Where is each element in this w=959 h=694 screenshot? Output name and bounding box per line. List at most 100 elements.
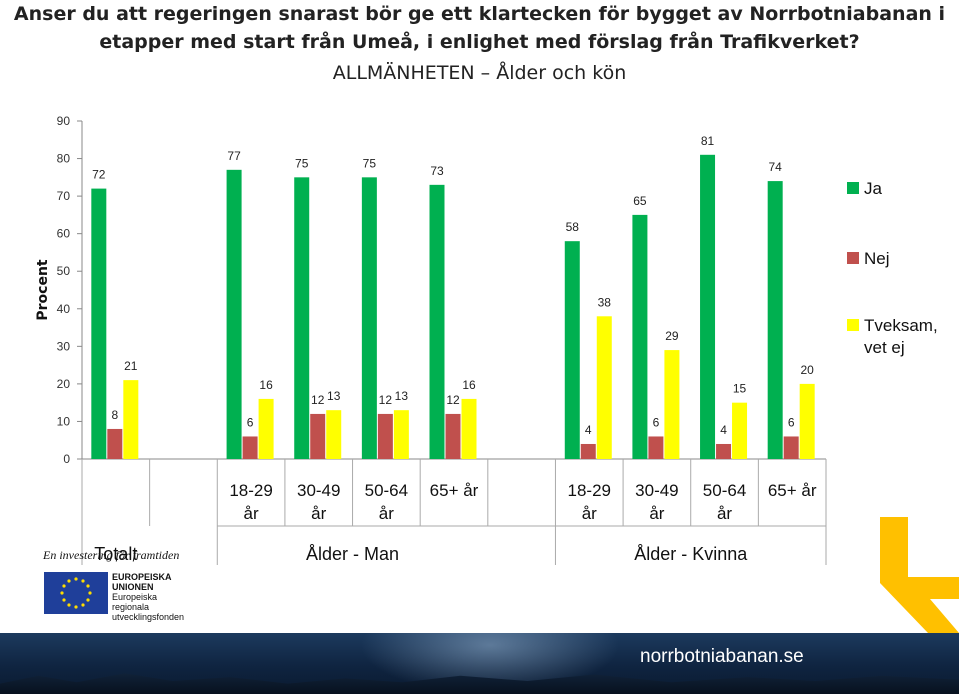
bar [648, 436, 664, 459]
y-tick-label: 0 [63, 452, 70, 466]
data-label: 77 [227, 149, 241, 163]
eu-line: EUROPEISKA [112, 572, 172, 582]
y-tick-label: 40 [57, 302, 71, 316]
data-label: 16 [259, 378, 273, 392]
y-tick-label: 10 [57, 414, 71, 428]
bar [664, 350, 680, 459]
y-tick-label: 50 [57, 264, 71, 278]
legend-label: Nej [864, 249, 890, 268]
bar [258, 398, 274, 459]
x-tick-label: 50-64 [703, 481, 746, 500]
legend-label: Tveksam, [864, 316, 938, 335]
y-tick-label: 80 [57, 152, 71, 166]
bar [767, 181, 783, 460]
x-tick-label: år [244, 504, 259, 523]
legend-swatch [847, 182, 859, 194]
eu-tagline: En investering för framtiden [43, 548, 180, 562]
bar [716, 443, 732, 459]
y-axis-label: Procent [35, 259, 51, 321]
bar [632, 214, 648, 459]
bar [700, 154, 716, 460]
data-label: 12 [311, 393, 325, 407]
bar [123, 380, 139, 459]
data-label: 65 [633, 194, 647, 208]
chart-subtitle: ALLMÄNHETEN – Ålder och kön [332, 62, 627, 84]
eu-line: utvecklingsfonden [112, 612, 185, 622]
bar [393, 410, 409, 459]
data-label: 29 [665, 329, 679, 343]
bar [242, 436, 258, 459]
bar [361, 177, 377, 460]
data-label: 6 [653, 415, 660, 429]
data-label: 12 [446, 393, 460, 407]
legend-label: Ja [864, 179, 883, 198]
eu-line: UNIONEN [112, 582, 154, 592]
x-tick-label: 50-64 [365, 481, 408, 500]
eu-line: regionala [112, 602, 150, 612]
legend-label: vet ej [864, 338, 905, 357]
data-label: 6 [788, 415, 795, 429]
y-tick-label: 20 [57, 377, 71, 391]
chart-title-line1: Anser du att regeringen snarast bör ge e… [13, 3, 946, 25]
footer-photo [0, 633, 959, 694]
bar [799, 383, 815, 459]
data-label: 20 [801, 363, 815, 377]
bar [564, 241, 580, 459]
eu-fund-text: EUROPEISKA UNIONEN Europeiska regionala … [112, 572, 184, 622]
bar [377, 413, 393, 459]
bar [429, 184, 445, 459]
data-label: 58 [566, 220, 580, 234]
legend-swatch [847, 319, 859, 331]
bar [783, 436, 799, 459]
bar [226, 169, 242, 460]
x-tick-label: år [649, 504, 664, 523]
website-link[interactable]: norrbotniabanan.se [640, 646, 804, 667]
data-label: 13 [327, 389, 341, 403]
x-tick-label: 65+ år [430, 481, 479, 500]
chart-title-block: Anser du att regeringen snarast bör ge e… [0, 0, 959, 90]
data-label: 38 [598, 295, 612, 309]
data-label: 13 [395, 389, 409, 403]
legend-swatch [847, 252, 859, 264]
chart-title-line2: etapper med start från Umeå, i enlighet … [99, 31, 860, 53]
data-label: 21 [124, 359, 138, 373]
x-tick-label: 30-49 [635, 481, 678, 500]
arrow-logo-icon [880, 517, 959, 633]
data-label: 4 [720, 423, 727, 437]
bar [445, 413, 461, 459]
data-label: 8 [111, 408, 118, 422]
group-label: Ålder - Kvinna [634, 544, 748, 564]
bar [461, 398, 477, 459]
data-label: 72 [92, 168, 106, 182]
bar [732, 402, 748, 459]
data-label: 4 [585, 423, 592, 437]
eu-line: Europeiska [112, 592, 158, 602]
bar [580, 443, 596, 459]
x-tick-label: år [717, 504, 732, 523]
bar [91, 188, 107, 459]
bar [107, 428, 123, 459]
x-tick-label: år [582, 504, 597, 523]
data-label: 6 [247, 415, 254, 429]
data-label: 73 [430, 164, 444, 178]
group-label: Totalt [94, 544, 137, 564]
x-tick-label: år [379, 504, 394, 523]
data-label: 75 [295, 156, 309, 170]
y-tick-label: 90 [57, 114, 71, 128]
y-tick-label: 70 [57, 189, 71, 203]
bar [294, 177, 310, 460]
data-label: 81 [701, 134, 715, 148]
data-label: 74 [769, 160, 783, 174]
x-tick-label: 18-29 [568, 481, 611, 500]
data-label: 75 [363, 156, 377, 170]
data-label: 16 [462, 378, 476, 392]
x-tick-label: 30-49 [297, 481, 340, 500]
bar [310, 413, 326, 459]
data-label: 12 [379, 393, 393, 407]
bar [326, 410, 342, 459]
group-label: Ålder - Man [306, 544, 399, 564]
x-tick-label: 65+ år [768, 481, 817, 500]
y-tick-label: 60 [57, 227, 71, 241]
y-tick-label: 30 [57, 339, 71, 353]
